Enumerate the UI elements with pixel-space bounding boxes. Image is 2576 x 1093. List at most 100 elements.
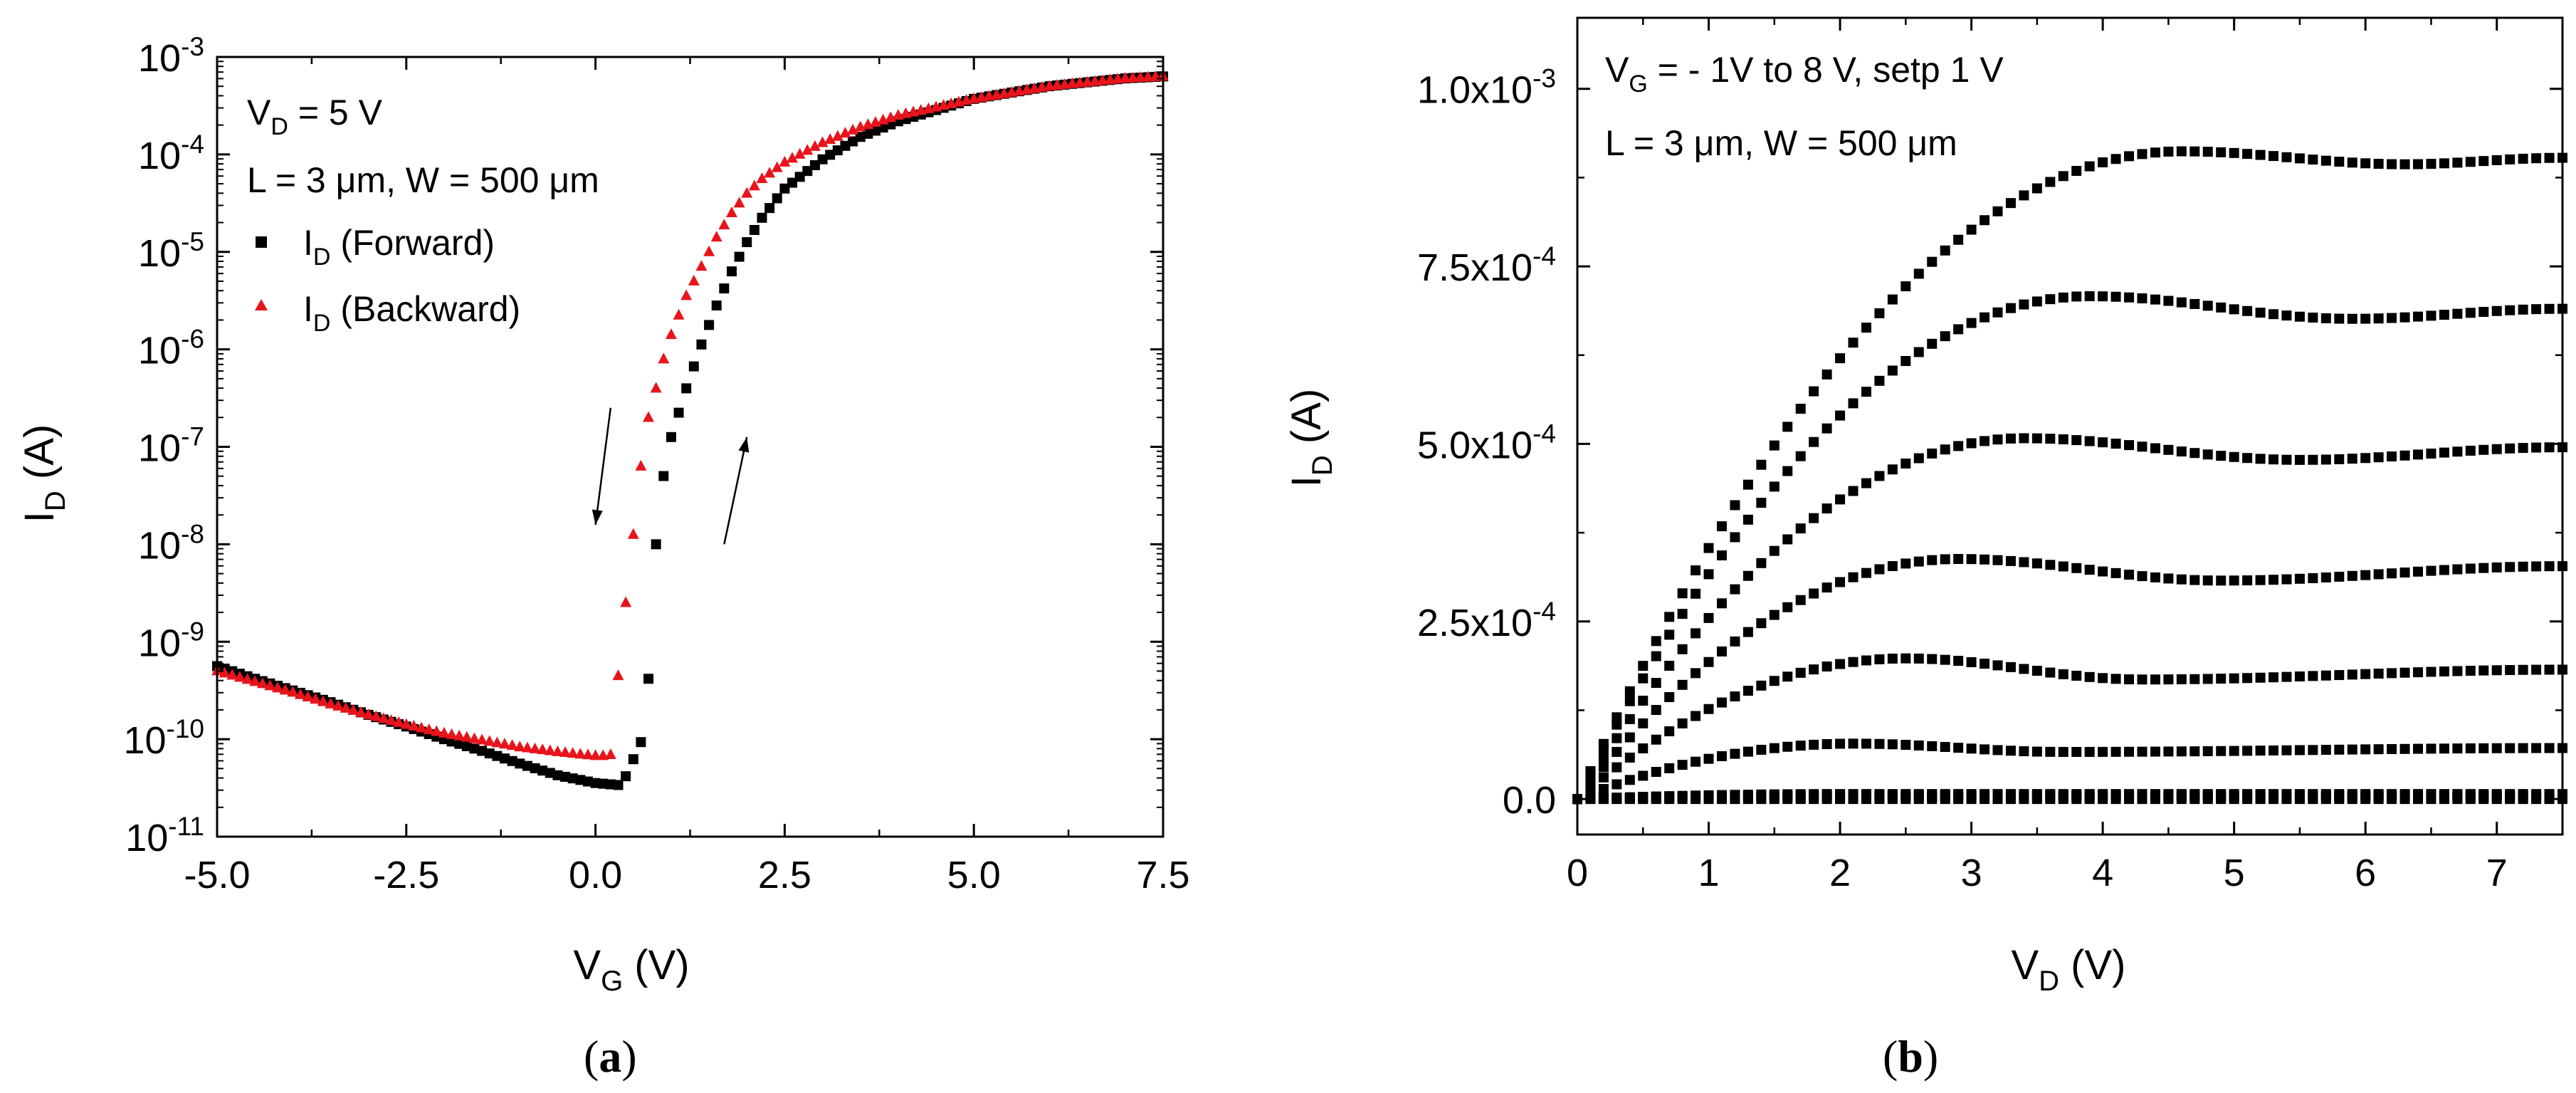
b-point bbox=[2058, 747, 2068, 758]
b-point bbox=[1585, 766, 1596, 777]
b-y-tick-label: 2.5x10-4 bbox=[1417, 597, 1556, 644]
b-point bbox=[2373, 452, 2384, 463]
a-backward-point bbox=[764, 167, 776, 178]
b-point bbox=[2320, 313, 2331, 323]
a-y-tick-label: 10-11 bbox=[125, 812, 204, 859]
b-point bbox=[2491, 743, 2502, 753]
panel-a-axes: -5.0 -2.5 0.0 2.5 5.0 7.510-310-410-510-610-7… bbox=[123, 32, 1189, 896]
b-point bbox=[1795, 741, 1806, 751]
b-point bbox=[1848, 338, 1859, 348]
b-point bbox=[2505, 154, 2515, 164]
b-point bbox=[1782, 602, 1793, 612]
panel-a-annotation-vd: VD = 5 V bbox=[247, 93, 383, 140]
panel-b-annotation-dims: L = 3 μm, W = 500 μm bbox=[1605, 123, 1957, 163]
b-point bbox=[2229, 147, 2239, 158]
b-point bbox=[2347, 669, 2357, 680]
b-point bbox=[1624, 752, 1635, 763]
b-point bbox=[1795, 404, 1806, 414]
a-forward-point bbox=[772, 193, 782, 204]
b-point bbox=[1638, 718, 1649, 728]
b-point bbox=[2229, 789, 2239, 800]
a-forward-point bbox=[757, 212, 767, 223]
b-point bbox=[1742, 479, 1753, 490]
b-point bbox=[2334, 670, 2345, 681]
b-point bbox=[1769, 789, 1779, 800]
b-point bbox=[1913, 556, 1924, 567]
b-point bbox=[1861, 387, 1871, 397]
a-backward-point bbox=[559, 746, 572, 758]
panel-a-annotation-vd-sub: D bbox=[270, 113, 288, 140]
b-point bbox=[1901, 281, 1911, 292]
panel-b-y-axis-label-sub: D bbox=[1307, 455, 1338, 476]
b-point bbox=[1612, 762, 1622, 773]
b-point bbox=[1598, 793, 1609, 803]
b-point bbox=[1992, 206, 2003, 216]
b-series-3 bbox=[1572, 789, 2567, 805]
b-point bbox=[2110, 674, 2121, 684]
b-y-tick-label-base: 7.5x10 bbox=[1417, 246, 1533, 289]
a-forward-point bbox=[696, 339, 707, 350]
a-backward-point bbox=[1074, 76, 1086, 88]
b-point bbox=[1782, 741, 1793, 752]
a-forward-point bbox=[552, 770, 563, 780]
a-forward-point bbox=[500, 753, 510, 764]
b-point bbox=[2426, 310, 2436, 321]
b-point bbox=[2031, 433, 2042, 444]
a-forward-point bbox=[530, 763, 540, 773]
b-point bbox=[2269, 745, 2279, 755]
b-point bbox=[1821, 369, 1832, 380]
b-point bbox=[1638, 673, 1649, 684]
b-point bbox=[1821, 661, 1832, 672]
a-backward-point bbox=[219, 666, 231, 678]
a-forward-point bbox=[802, 166, 813, 177]
b-point bbox=[2150, 572, 2160, 582]
a-y-tick-label-base: 10 bbox=[138, 330, 181, 372]
a-forward-point bbox=[825, 150, 836, 160]
b-point bbox=[1980, 312, 1990, 323]
a-backward-point bbox=[847, 123, 859, 135]
b-point bbox=[1835, 353, 1846, 364]
b-point bbox=[2281, 671, 2292, 682]
b-point bbox=[2269, 454, 2279, 465]
a-backward-point bbox=[688, 274, 700, 286]
b-point bbox=[1612, 793, 1622, 803]
b-point bbox=[1927, 789, 1938, 800]
b-point bbox=[2242, 746, 2253, 756]
b-point bbox=[1716, 790, 1727, 800]
a-backward-point bbox=[809, 140, 821, 151]
b-point bbox=[2413, 667, 2424, 678]
b-point bbox=[1992, 555, 2003, 565]
a-backward-point bbox=[287, 686, 299, 697]
a-y-tick-label-exp: -7 bbox=[181, 422, 204, 451]
b-point bbox=[2242, 673, 2253, 684]
a-backward-point bbox=[650, 382, 662, 393]
a-backward-point bbox=[680, 289, 693, 300]
b-point bbox=[1980, 215, 1990, 226]
b-point bbox=[1756, 618, 1767, 629]
b-point bbox=[2202, 449, 2213, 460]
b-point bbox=[1769, 743, 1779, 753]
b-point bbox=[2163, 573, 2174, 584]
b-x-tick-label: 1 bbox=[1698, 852, 1720, 894]
b-point bbox=[1874, 375, 1885, 386]
a-backward-point bbox=[302, 690, 314, 701]
b-point bbox=[2531, 442, 2542, 453]
b-point bbox=[1664, 692, 1675, 703]
b-point bbox=[2137, 571, 2147, 582]
b-point bbox=[1992, 660, 2003, 671]
b-point bbox=[1927, 448, 1938, 459]
b-point bbox=[1992, 789, 2003, 800]
b-point bbox=[1835, 659, 1846, 669]
panel-b-annotation-vg-sub: G bbox=[1629, 70, 1647, 98]
b-point bbox=[2150, 294, 2160, 305]
panel-a-sweep-arrows bbox=[592, 407, 750, 545]
b-point bbox=[2320, 745, 2331, 755]
b-point bbox=[2505, 562, 2515, 572]
b-point bbox=[2058, 171, 2068, 182]
b-point bbox=[1874, 564, 1885, 575]
b-point bbox=[1624, 686, 1635, 696]
b-point bbox=[2031, 666, 2042, 676]
b-point bbox=[2347, 454, 2357, 464]
b-point bbox=[1835, 789, 1846, 800]
panel-a-annotation-dims: L = 3 μm, W = 500 μm bbox=[247, 160, 599, 200]
